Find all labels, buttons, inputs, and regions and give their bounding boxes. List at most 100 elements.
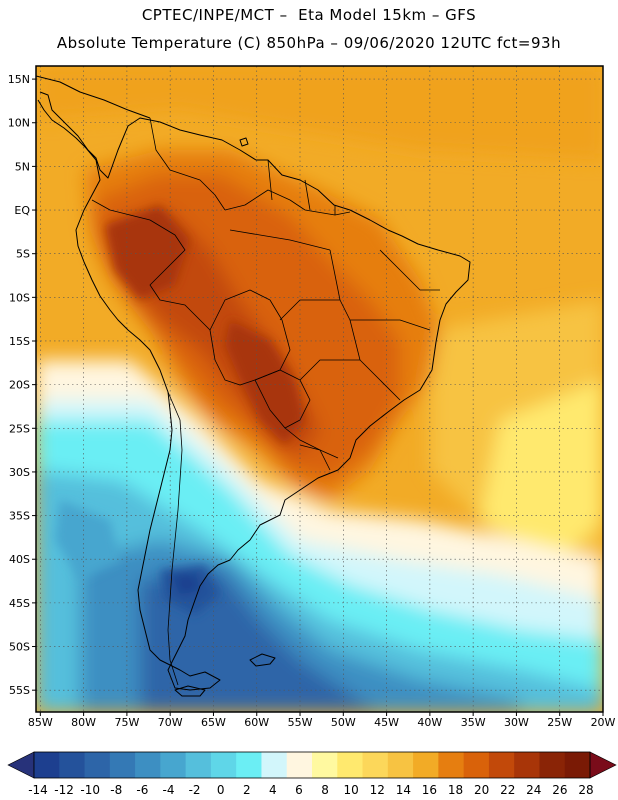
colorbar-swatch xyxy=(185,752,212,778)
chart-title-line-1: CPTEC/INPE/MCT – Eta Model 15km – GFS xyxy=(141,6,477,24)
border-bolivia xyxy=(209,289,291,386)
trinidad-island xyxy=(239,137,249,147)
border-uruguay-brazil xyxy=(299,444,339,459)
brazil-state-borders xyxy=(229,229,440,401)
colorbar-under-arrow xyxy=(7,751,35,779)
border-chile-argentina xyxy=(167,391,183,686)
lon-tick-label: 40W xyxy=(417,716,442,729)
lat-tick-label: 25S xyxy=(9,422,30,435)
lon-tick-label: 80W xyxy=(71,716,96,729)
colorbar-swatch xyxy=(135,752,161,778)
lat-tick-label: 35S xyxy=(9,510,30,523)
colorbar-swatch xyxy=(539,752,566,778)
colorbar-label: 0 xyxy=(217,783,225,797)
lon-tick-label: 20W xyxy=(591,716,616,729)
border-north-brazil xyxy=(304,209,351,216)
lon-tick-label: 75W xyxy=(114,716,139,729)
chart-title-line-2: Absolute Temperature (C) 850hPa – 09/06/… xyxy=(56,34,562,52)
colorbar-label: 14 xyxy=(396,783,411,797)
graticule xyxy=(36,66,604,712)
colorbar-swatch xyxy=(59,752,86,778)
colorbar-label: 28 xyxy=(578,783,593,797)
lat-tick-label: 5S xyxy=(16,248,30,261)
cool-spot-pacific xyxy=(55,500,120,580)
lat-tick-label: 10N xyxy=(8,117,30,130)
colorbar-swatch xyxy=(514,752,540,778)
border-paraguay xyxy=(254,369,311,429)
colorbar-label: 16 xyxy=(422,783,437,797)
lat-tick-label: 30S xyxy=(9,466,30,479)
colorbar-label: -2 xyxy=(189,783,201,797)
colorbar-label: 20 xyxy=(474,783,489,797)
lon-tick-label: 85W xyxy=(28,716,53,729)
caribbean-coast xyxy=(36,75,151,119)
falkland-islands xyxy=(249,653,276,667)
lon-tick-label: 45W xyxy=(374,716,399,729)
cool-spot-patagonia-inner xyxy=(172,575,200,595)
lon-tick-label: 60W xyxy=(244,716,269,729)
band-north-orange xyxy=(36,66,603,160)
colorbar-swatch xyxy=(210,752,237,778)
lon-tick-label: 35W xyxy=(461,716,486,729)
colorbar-label: -12 xyxy=(54,783,74,797)
colorbar-swatch xyxy=(488,752,515,778)
colorbar-label: 22 xyxy=(500,783,515,797)
lat-tick-label: EQ xyxy=(14,204,30,217)
colorbar-swatch xyxy=(84,752,111,778)
colorbar-frame xyxy=(33,751,591,779)
lon-tick-label: 30W xyxy=(504,716,529,729)
colorbar-over-arrow xyxy=(589,751,617,779)
colorbar-label: 10 xyxy=(344,783,359,797)
border-peru-brazil xyxy=(149,219,211,331)
longitude-axis: 85W 80W 75W 70W 65W 60W 55W 50W 45W 40W 35W 30W 25W 2… xyxy=(28,712,616,729)
colorbar: -14 -12 -10 -8 -6 -4 -2 0 2 4 6 8 10 12 14 16 18 20 22 24 26… xyxy=(7,751,617,797)
colorbar-label: -8 xyxy=(110,783,122,797)
colorbar-swatch xyxy=(160,752,187,778)
colorbar-label: -10 xyxy=(80,783,100,797)
lat-tick-label: 15S xyxy=(9,335,30,348)
colorbar-swatch xyxy=(337,752,364,778)
south-america-coastline xyxy=(37,91,471,691)
border-guianas xyxy=(267,159,336,215)
colorbar-swatch xyxy=(236,752,262,778)
lat-tick-label: 45S xyxy=(9,597,30,610)
band-light-yellow-east xyxy=(480,380,603,560)
colorbar-swatch xyxy=(362,752,389,778)
lat-tick-label: 40S xyxy=(9,553,30,566)
colorbar-label: 26 xyxy=(552,783,567,797)
colorbar-swatch xyxy=(463,752,490,778)
temperature-field xyxy=(36,66,603,712)
lon-tick-label: 25W xyxy=(547,716,572,729)
colorbar-label: -14 xyxy=(28,783,48,797)
colorbar-swatch xyxy=(413,752,439,778)
colorbar-swatch xyxy=(109,752,136,778)
colorbar-label: 24 xyxy=(526,783,541,797)
colorbar-label: 18 xyxy=(448,783,463,797)
colorbar-label: 4 xyxy=(269,783,277,797)
border-colombia-ecuador xyxy=(91,199,151,221)
colorbar-swatch xyxy=(312,752,338,778)
colorbar-swatch xyxy=(564,752,591,778)
lon-tick-label: 50W xyxy=(331,716,356,729)
lat-tick-label: 15N xyxy=(8,73,30,86)
colorbar-label: 12 xyxy=(370,783,385,797)
colorbar-swatch xyxy=(286,752,313,778)
colorbar-swatch xyxy=(34,752,60,778)
colorbar-swatch xyxy=(261,752,288,778)
border-colombia-venezuela xyxy=(149,117,226,211)
colorbar-label: -6 xyxy=(136,783,148,797)
lon-tick-label: 70W xyxy=(158,716,183,729)
hot-spot-west-amazon xyxy=(105,205,190,300)
plot-frame xyxy=(35,65,604,713)
lat-tick-label: 55S xyxy=(9,684,30,697)
border-venezuela-brazil xyxy=(224,189,306,211)
hot-spot-gran-chaco xyxy=(225,320,305,445)
border-argentina-uruguay xyxy=(284,427,331,471)
coastlines xyxy=(36,75,471,697)
lat-tick-label: 10S xyxy=(9,291,30,304)
colorbar-label: 2 xyxy=(243,783,251,797)
country-borders xyxy=(91,117,440,686)
colorbar-label: 8 xyxy=(321,783,329,797)
lon-tick-label: 65W xyxy=(201,716,226,729)
